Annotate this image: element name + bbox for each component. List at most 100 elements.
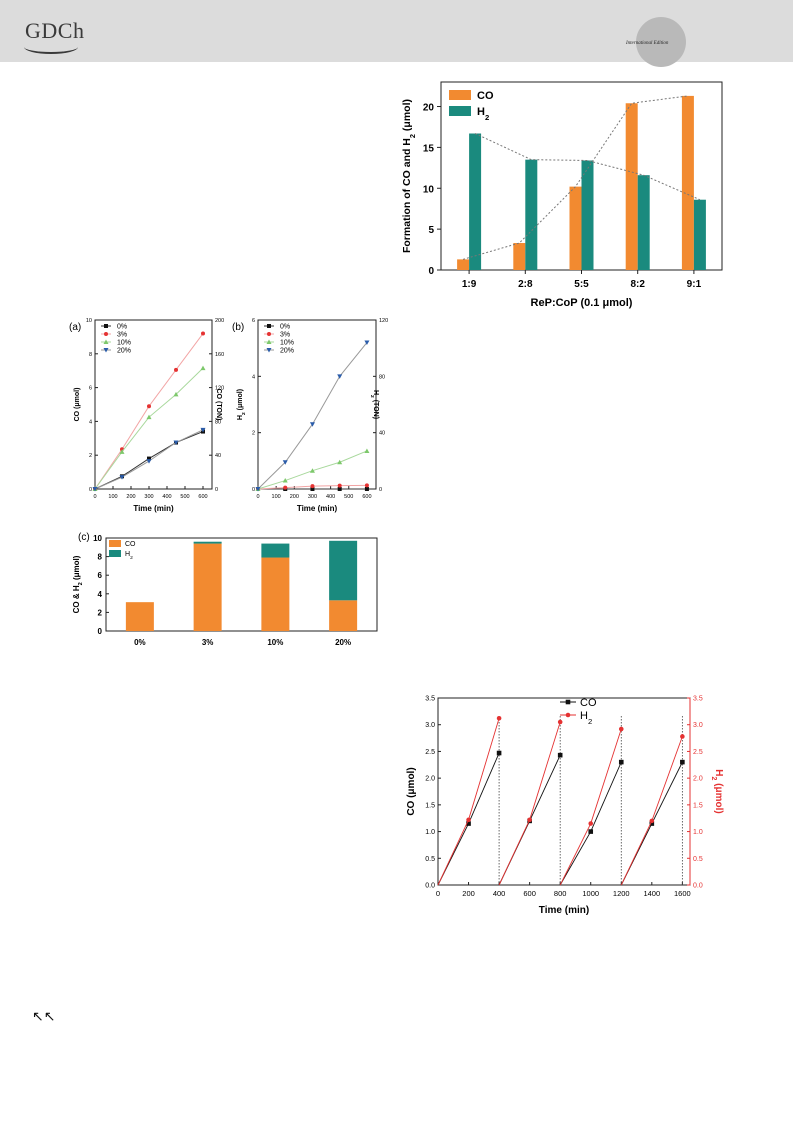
legend-marker bbox=[267, 324, 271, 328]
y-tick-label: 1.0 bbox=[425, 829, 435, 836]
legend-h2-marker bbox=[565, 712, 571, 718]
y-axis-title: CO (μmol) bbox=[74, 388, 81, 422]
y-tick-label: 2 bbox=[98, 608, 103, 617]
double-up-left-arrows-icon: ↖↖ bbox=[32, 1008, 56, 1024]
legend-marker bbox=[266, 348, 272, 353]
legend-marker bbox=[103, 348, 109, 353]
legend-h2-label: H2 bbox=[125, 551, 133, 561]
y2-tick-label: 0 bbox=[379, 487, 382, 493]
data-point bbox=[92, 487, 98, 492]
x-tick-label: 0 bbox=[436, 889, 440, 898]
data-point bbox=[680, 734, 685, 739]
y2-tick-label: 1.5 bbox=[693, 802, 703, 809]
legend-label: 10% bbox=[117, 340, 131, 347]
y2-tick-label: 3.0 bbox=[693, 722, 703, 729]
legend-co-swatch bbox=[449, 90, 471, 100]
legend-label: 3% bbox=[117, 332, 127, 339]
y2-tick-label: 2.0 bbox=[693, 776, 703, 783]
y-tick-label: 6 bbox=[89, 386, 92, 392]
y-tick-label: 5 bbox=[428, 225, 434, 236]
data-point bbox=[337, 487, 342, 491]
bar-co bbox=[569, 186, 582, 270]
series-line bbox=[257, 342, 368, 490]
gdch-logo: GDCh bbox=[25, 18, 85, 43]
y-tick-label: 6 bbox=[98, 571, 103, 580]
x-tick-label: 300 bbox=[144, 494, 153, 500]
y2-axis-title: CO (TON) bbox=[215, 389, 222, 421]
data-point bbox=[649, 821, 655, 826]
legend-label: 3% bbox=[280, 332, 290, 339]
series-segment bbox=[559, 823, 592, 886]
series-segment bbox=[498, 819, 531, 886]
x-tick-label: 100 bbox=[272, 494, 281, 500]
plot-frame bbox=[94, 319, 213, 490]
legend-marker bbox=[103, 339, 109, 344]
x-tick-label: 1600 bbox=[674, 889, 691, 898]
h2-trend-line bbox=[474, 133, 701, 201]
panel-label: (a) bbox=[69, 322, 81, 333]
y-tick-label: 0 bbox=[428, 266, 434, 277]
data-point bbox=[496, 716, 502, 721]
data-point bbox=[147, 404, 151, 409]
y2-axis-title: H2 (TON) bbox=[370, 390, 380, 419]
data-point bbox=[201, 331, 205, 336]
x-tick-label: 3% bbox=[202, 638, 214, 647]
data-point bbox=[618, 726, 624, 732]
y2-tick-label: 40 bbox=[215, 453, 221, 459]
x-tick-label: 0 bbox=[256, 494, 259, 500]
y-tick-label: 20 bbox=[423, 103, 435, 114]
x-tick-label: 9:1 bbox=[687, 279, 702, 290]
data-point bbox=[364, 448, 370, 453]
panel-label: (b) bbox=[232, 322, 244, 333]
legend-co-swatch bbox=[109, 540, 121, 547]
y-tick-label: 2.5 bbox=[425, 749, 435, 756]
x-tick-label: 200 bbox=[126, 494, 135, 500]
y-tick-label: 10 bbox=[86, 318, 92, 324]
y-axis-title: H2 (μmol) bbox=[237, 389, 247, 420]
legend-label: 10% bbox=[280, 340, 294, 347]
x-axis-title: Time (min) bbox=[297, 504, 338, 513]
bar-h2 bbox=[329, 540, 358, 601]
y2-tick-label: 80 bbox=[215, 419, 221, 425]
x-tick-label: 1200 bbox=[613, 889, 630, 898]
x-tick-label: 600 bbox=[523, 889, 536, 898]
bar-h2 bbox=[637, 175, 650, 270]
x-tick-label: 0 bbox=[93, 494, 96, 500]
data-point bbox=[119, 475, 125, 480]
legend-label: 20% bbox=[280, 348, 294, 355]
data-point bbox=[174, 367, 178, 372]
data-point bbox=[310, 487, 315, 491]
y2-tick-label: 2.5 bbox=[693, 749, 703, 756]
data-point bbox=[200, 427, 206, 433]
bar-co bbox=[681, 95, 694, 270]
legend-h2-label: H2 bbox=[477, 106, 489, 122]
x-tick-label: 500 bbox=[344, 494, 353, 500]
co-trend-line bbox=[462, 95, 688, 260]
data-point bbox=[146, 459, 152, 464]
data-point bbox=[496, 750, 502, 756]
legend-co-label: CO bbox=[477, 90, 494, 102]
legend-label: 20% bbox=[117, 348, 131, 355]
data-point bbox=[309, 422, 315, 427]
data-point bbox=[649, 818, 655, 824]
legend-marker bbox=[267, 332, 271, 336]
series-line bbox=[94, 333, 204, 490]
y-tick-label: 4 bbox=[89, 419, 92, 425]
x-tick-label: 1:9 bbox=[462, 279, 477, 290]
series-segment bbox=[620, 820, 653, 886]
legend-marker bbox=[104, 324, 108, 328]
legend-label: 0% bbox=[280, 324, 290, 331]
data-point bbox=[255, 487, 261, 492]
data-point bbox=[282, 460, 288, 465]
ratio-bar-chart: 0 5 10 15 20 1:9 2:8 5:5 8:2 9:1 CO H2 ReP:CoP (0.1 … bbox=[401, 81, 723, 309]
edition-badge-text: International Edition bbox=[626, 41, 669, 46]
bar-h2 bbox=[469, 133, 482, 270]
y-tick-label: 0.5 bbox=[425, 856, 435, 863]
y2-tick-label: 3.5 bbox=[693, 696, 703, 703]
series-segment bbox=[590, 728, 622, 824]
data-point bbox=[173, 391, 179, 397]
y-tick-label: 0 bbox=[252, 487, 255, 493]
y-tick-label: 6 bbox=[252, 318, 255, 324]
data-point bbox=[618, 759, 624, 765]
x-tick-label: 400 bbox=[162, 494, 171, 500]
